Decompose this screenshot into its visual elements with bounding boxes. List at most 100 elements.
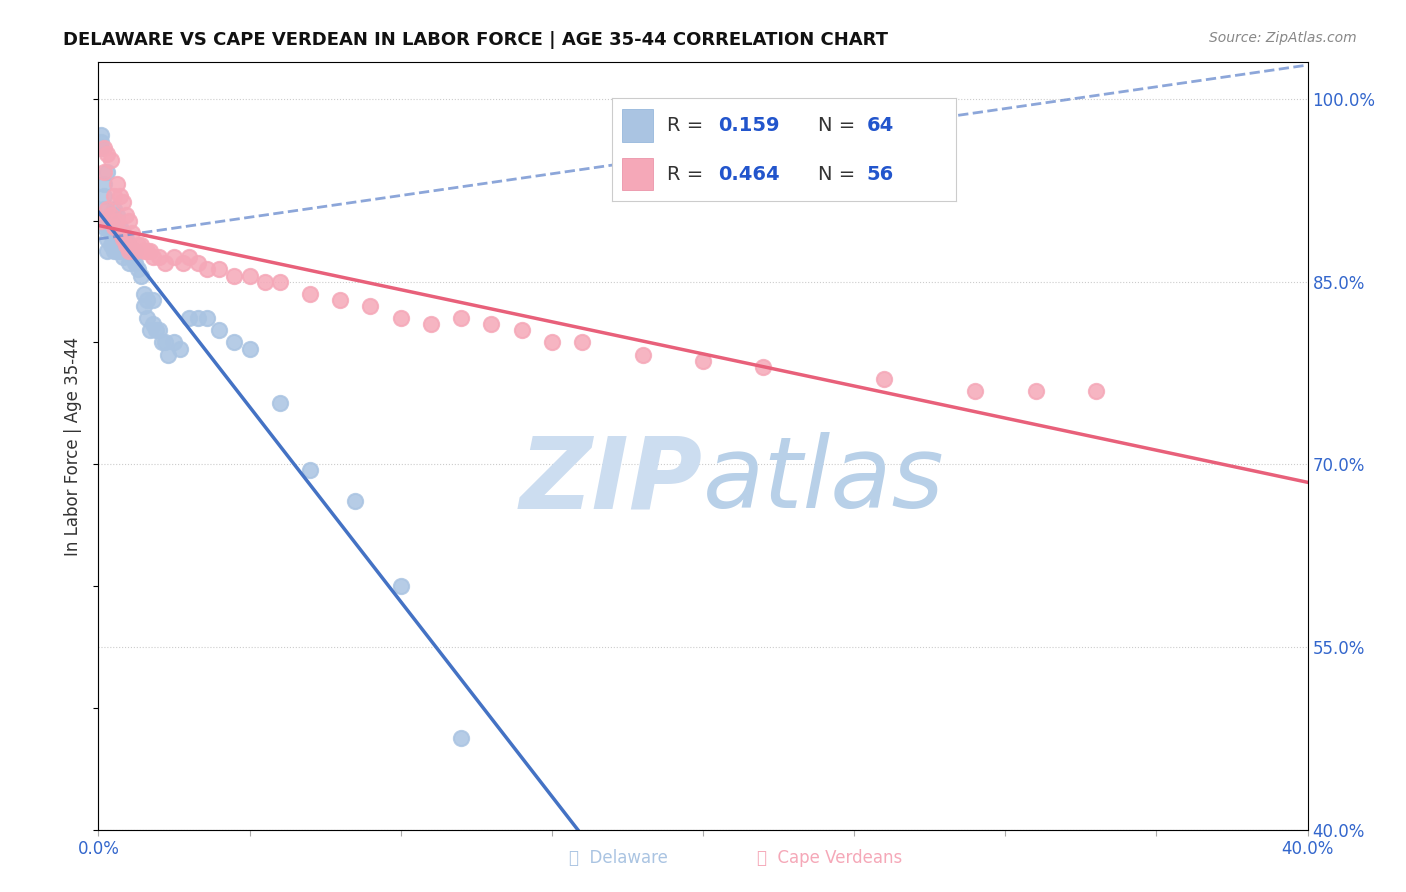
Point [163,335,186,350]
Point [118,256,141,270]
Point [105,244,128,259]
Point [100,153,122,167]
Point [114,232,136,246]
Point [111,195,134,210]
Point [96,219,118,234]
Point [239,342,262,356]
Point [150,335,173,350]
Point [111,250,134,264]
Point [105,232,128,246]
Point [139,323,162,337]
Point [224,268,246,283]
Point [118,238,141,252]
Point [571,335,593,350]
Point [752,359,775,374]
Point [195,262,218,277]
Point [299,286,322,301]
Point [96,146,118,161]
Point [148,250,170,264]
Point [93,165,115,179]
Point [299,463,322,477]
Point [172,256,194,270]
Point [121,244,143,259]
Point [139,244,162,259]
Point [124,244,146,259]
Point [103,244,125,259]
Point [187,311,209,326]
Point [127,262,149,277]
Point [100,238,122,252]
Point [153,335,176,350]
Point [153,256,176,270]
Point [118,244,141,259]
Text: Source: ZipAtlas.com: Source: ZipAtlas.com [1209,31,1357,45]
Point [100,208,122,222]
Point [103,219,125,234]
Point [108,226,131,240]
Point [108,232,131,246]
Text: N =: N = [818,164,862,184]
Point [105,213,128,227]
Point [142,317,165,331]
Point [344,493,367,508]
Point [105,208,128,222]
Point [90,213,112,227]
Text: 0.464: 0.464 [718,164,780,184]
Point [93,189,115,203]
Point [132,244,155,259]
Point [111,238,134,252]
Point [208,262,231,277]
Point [96,202,118,216]
Point [103,232,125,246]
Point [239,268,262,283]
Point [90,128,112,143]
Point [1024,384,1046,399]
Bar [621,158,652,190]
Point [169,342,191,356]
Point [93,219,115,234]
Point [132,299,155,313]
Point [145,323,167,337]
Point [389,311,412,326]
Point [96,165,118,179]
Point [631,348,654,362]
Point [179,311,201,326]
Point [135,244,157,259]
Point [360,299,382,313]
Point [103,202,125,216]
Point [93,178,115,192]
Point [127,238,149,252]
Text: R =: R = [666,164,709,184]
Point [114,238,136,252]
Point [121,226,143,240]
Point [90,141,112,155]
Point [965,384,987,399]
Point [450,731,472,746]
Point [114,244,136,259]
Point [108,244,131,259]
Point [103,213,125,227]
Point [450,311,472,326]
Point [142,293,165,307]
Point [111,232,134,246]
Bar [621,110,652,142]
Point [124,244,146,259]
Point [96,232,118,246]
Point [129,238,152,252]
Point [105,219,128,234]
Text: atlas: atlas [703,432,945,529]
Point [269,396,291,410]
Point [179,250,201,264]
Point [108,219,131,234]
Point [114,208,136,222]
Text: ⬜  Cape Verdeans: ⬜ Cape Verdeans [756,849,903,867]
Point [187,256,209,270]
Point [100,213,122,227]
Point [873,372,896,386]
Point [103,189,125,203]
Text: 56: 56 [866,164,894,184]
Point [692,353,714,368]
Y-axis label: In Labor Force | Age 35-44: In Labor Force | Age 35-44 [65,336,83,556]
Point [208,323,231,337]
Point [420,317,443,331]
